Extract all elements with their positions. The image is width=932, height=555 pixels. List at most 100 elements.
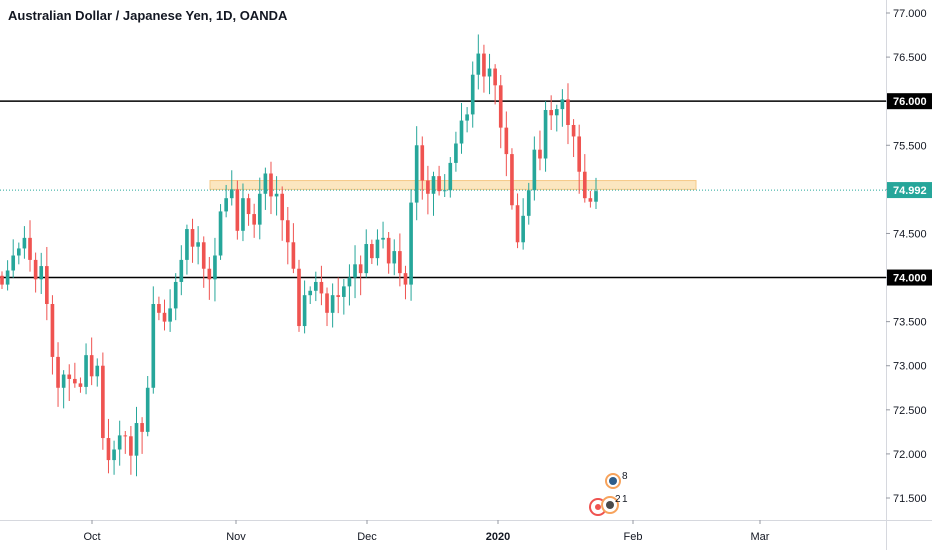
candle[interactable] (554, 104, 559, 132)
candle[interactable] (235, 180, 240, 240)
candle[interactable] (426, 165, 430, 215)
candle[interactable] (16, 242, 21, 265)
candle[interactable] (342, 279, 346, 315)
candle[interactable] (134, 406, 139, 477)
candle[interactable] (252, 203, 256, 238)
candle[interactable] (437, 165, 441, 196)
candle[interactable] (33, 252, 38, 293)
candle[interactable] (442, 174, 447, 198)
candle[interactable] (241, 183, 245, 242)
candle[interactable] (106, 418, 111, 474)
candle[interactable] (325, 287, 329, 327)
candle[interactable] (0, 271, 4, 290)
candle[interactable] (358, 255, 363, 296)
candle[interactable] (588, 190, 593, 208)
candle[interactable] (117, 420, 122, 466)
candle[interactable] (476, 34, 481, 90)
candle[interactable] (403, 265, 408, 300)
candle[interactable] (515, 193, 520, 249)
candle[interactable] (89, 337, 94, 386)
candle[interactable] (196, 226, 200, 265)
candle[interactable] (420, 136, 425, 200)
candle[interactable] (549, 95, 553, 130)
candle[interactable] (375, 229, 380, 266)
candle[interactable] (330, 283, 335, 328)
candle[interactable] (470, 61, 475, 128)
candle[interactable] (454, 131, 458, 172)
candle[interactable] (207, 256, 212, 300)
candle[interactable] (566, 83, 570, 145)
candle[interactable] (577, 124, 582, 194)
candle[interactable] (151, 286, 156, 394)
candle[interactable] (370, 239, 374, 265)
candle[interactable] (229, 170, 234, 206)
candle[interactable] (173, 273, 178, 321)
candle[interactable] (112, 440, 116, 475)
candle[interactable] (22, 226, 27, 259)
candle[interactable] (532, 136, 537, 201)
candle[interactable] (319, 265, 324, 306)
candle[interactable] (297, 259, 301, 332)
candle[interactable] (162, 299, 167, 331)
candle[interactable] (84, 343, 88, 395)
candle[interactable] (95, 358, 100, 387)
candle[interactable] (543, 101, 548, 172)
candle[interactable] (101, 352, 105, 450)
candle[interactable] (510, 148, 514, 210)
candle[interactable] (521, 198, 525, 250)
candle[interactable] (5, 260, 10, 291)
candle[interactable] (538, 130, 542, 171)
candle[interactable] (302, 280, 307, 334)
candle[interactable] (381, 221, 385, 249)
candle[interactable] (493, 64, 497, 105)
candle[interactable] (285, 207, 290, 265)
candle[interactable] (73, 362, 77, 388)
candle[interactable] (386, 231, 391, 274)
candle[interactable] (482, 44, 486, 93)
candle[interactable] (269, 161, 273, 215)
candle[interactable] (224, 184, 228, 218)
candle[interactable] (459, 102, 464, 154)
candle[interactable] (594, 177, 598, 210)
candle[interactable] (11, 239, 16, 278)
candle[interactable] (56, 342, 60, 407)
candle[interactable] (213, 237, 217, 302)
candle[interactable] (398, 233, 402, 287)
candle[interactable] (218, 204, 223, 260)
candle[interactable] (50, 295, 55, 375)
candle[interactable] (526, 182, 531, 225)
candle[interactable] (431, 171, 436, 216)
candle[interactable] (313, 271, 318, 302)
resistance-zone[interactable] (209, 180, 697, 190)
candle[interactable] (465, 107, 469, 133)
candle[interactable] (308, 286, 313, 304)
candle[interactable] (487, 53, 492, 95)
candle[interactable] (571, 119, 576, 158)
candle[interactable] (28, 220, 32, 272)
candle[interactable] (280, 186, 285, 241)
candle[interactable] (246, 193, 251, 226)
candle[interactable] (67, 364, 72, 401)
candle[interactable] (145, 376, 150, 437)
candle[interactable] (448, 157, 453, 198)
candle[interactable] (157, 296, 161, 321)
candle[interactable] (392, 239, 397, 276)
candle[interactable] (123, 430, 128, 454)
candle[interactable] (257, 177, 262, 240)
candle[interactable] (185, 224, 189, 275)
candle[interactable] (168, 289, 172, 332)
candle[interactable] (498, 75, 503, 149)
candle[interactable] (336, 277, 341, 314)
candle[interactable] (140, 417, 144, 454)
candle[interactable] (347, 264, 352, 306)
candle[interactable] (201, 236, 206, 288)
candle[interactable] (414, 126, 419, 221)
candle[interactable] (364, 229, 369, 278)
candle[interactable] (263, 167, 268, 210)
candle[interactable] (190, 218, 195, 263)
candle[interactable] (560, 89, 565, 127)
candle[interactable] (39, 252, 44, 295)
candle[interactable] (129, 425, 133, 475)
candle[interactable] (582, 154, 587, 203)
